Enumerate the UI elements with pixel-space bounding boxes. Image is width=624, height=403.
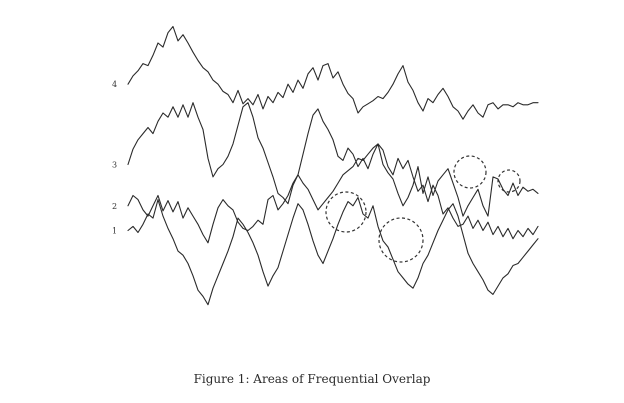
overlap-circle-4 [497,169,521,193]
series-label-1: 1 [112,226,117,235]
series-labels: 4 3 2 1 [112,80,117,235]
overlap-circle-1 [325,191,367,233]
overlap-circle-3 [453,155,487,189]
series-line-3 [127,102,539,217]
series-label-4: 4 [112,80,117,89]
series-line-1 [127,196,539,306]
series-label-3: 3 [112,161,117,170]
overlap-circle-2 [378,217,424,263]
figure-caption: Figure 1: Areas of Frequential Overlap [193,372,431,386]
series-line-4 [127,25,539,120]
overlap-markers [325,155,521,263]
series-label-2: 2 [112,202,117,211]
series-line-2 [127,143,539,244]
line-chart: 4 3 2 1 [112,25,539,306]
series-lines [127,25,539,306]
